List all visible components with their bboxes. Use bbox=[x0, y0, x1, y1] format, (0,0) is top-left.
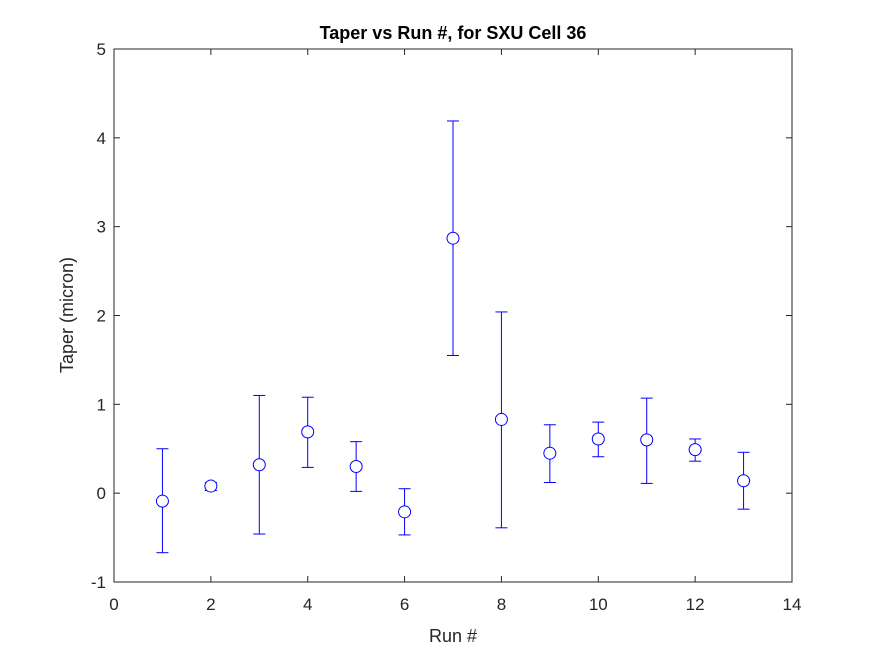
y-tick-label: 5 bbox=[97, 40, 106, 59]
data-point-marker bbox=[737, 474, 751, 488]
data-point-marker bbox=[543, 446, 557, 460]
x-tick-label: 8 bbox=[497, 595, 506, 614]
data-point-marker bbox=[204, 479, 218, 493]
error-bar-point bbox=[543, 424, 557, 484]
y-tick-label: 2 bbox=[97, 307, 106, 326]
x-axis-label: Run # bbox=[429, 626, 477, 646]
x-tick-label: 14 bbox=[783, 595, 802, 614]
y-tick-label: 4 bbox=[97, 129, 106, 148]
data-point-marker bbox=[446, 231, 460, 245]
x-tick-label: 12 bbox=[686, 595, 705, 614]
data-point-marker bbox=[494, 412, 508, 426]
error-bar-point bbox=[252, 394, 266, 535]
y-axis-label: Taper (micron) bbox=[57, 257, 77, 373]
data-series bbox=[155, 120, 751, 554]
x-axis: 0 2 4 6 8 10 12 14 bbox=[109, 49, 801, 614]
error-bar-point bbox=[688, 438, 702, 462]
y-axis: -1 0 1 2 3 4 5 bbox=[91, 40, 792, 592]
y-tick-label: 1 bbox=[97, 395, 106, 414]
y-tick-label: -1 bbox=[91, 573, 106, 592]
data-point-marker bbox=[155, 494, 169, 508]
error-bar-point bbox=[398, 488, 412, 536]
x-tick-label: 6 bbox=[400, 595, 409, 614]
error-bar-point bbox=[737, 451, 751, 510]
error-bar-point bbox=[591, 421, 605, 458]
data-point-marker bbox=[688, 443, 702, 457]
y-tick-label: 0 bbox=[97, 484, 106, 503]
data-point-marker bbox=[301, 425, 315, 439]
data-point-marker bbox=[252, 458, 266, 472]
data-point-marker bbox=[398, 505, 412, 519]
error-bar-point bbox=[349, 441, 363, 492]
data-point-marker bbox=[349, 460, 363, 474]
chart-title: Taper vs Run #, for SXU Cell 36 bbox=[320, 23, 587, 43]
x-tick-label: 2 bbox=[206, 595, 215, 614]
error-bar-point bbox=[204, 479, 218, 493]
error-bar-point bbox=[494, 311, 508, 529]
x-tick-label: 0 bbox=[109, 595, 118, 614]
error-bar-point bbox=[446, 120, 460, 356]
x-tick-label: 4 bbox=[303, 595, 312, 614]
error-bar-point bbox=[640, 397, 654, 484]
y-tick-label: 3 bbox=[97, 218, 106, 237]
x-tick-label: 10 bbox=[589, 595, 608, 614]
error-bar-point bbox=[155, 448, 169, 554]
error-bar-point bbox=[301, 396, 315, 468]
data-point-marker bbox=[640, 433, 654, 447]
data-point-marker bbox=[591, 432, 605, 446]
